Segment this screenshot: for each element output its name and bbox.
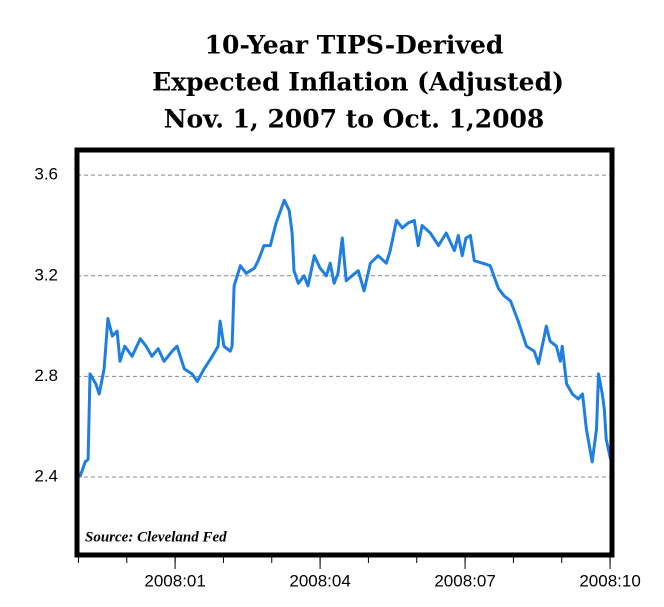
x-tick-label: 2008:07 [434,571,495,590]
x-tick-label: 2008:04 [289,571,350,590]
source-note: Source: Cleveland Fed [85,529,227,545]
y-tick-label: 2.4 [34,467,58,486]
chart-title: Expected Inflation (Adjusted) [152,68,564,97]
y-tick-label: 3.6 [34,165,58,184]
plot-frame [74,147,615,558]
y-tick-label: 2.8 [34,366,58,385]
y-tick-label: 3.2 [34,265,58,284]
x-tick-label: 2008:10 [579,571,640,590]
chart-title: Nov. 1, 2007 to Oct. 1,2008 [164,105,545,134]
data-line [78,198,613,478]
x-tick-label: 2008:01 [144,571,205,590]
chart-title: 10-Year TIPS-Derived [205,31,504,60]
